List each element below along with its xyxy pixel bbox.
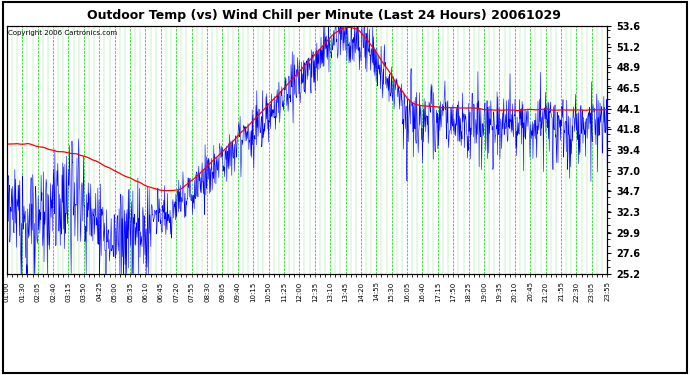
Text: Outdoor Temp (vs) Wind Chill per Minute (Last 24 Hours) 20061029: Outdoor Temp (vs) Wind Chill per Minute … <box>88 9 561 22</box>
Text: Copyright 2006 Cartronics.com: Copyright 2006 Cartronics.com <box>8 30 117 36</box>
